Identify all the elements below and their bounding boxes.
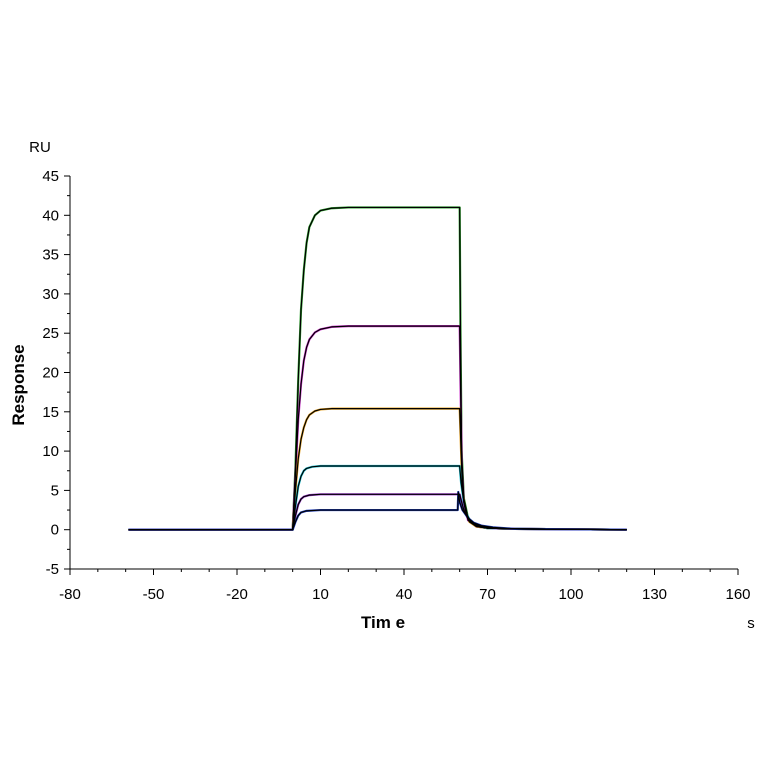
y-tick-label: 5 xyxy=(51,482,59,499)
y-tick-label: -5 xyxy=(46,561,59,578)
x-tick-label: 70 xyxy=(479,586,496,603)
y-unit-label: RU xyxy=(29,139,51,156)
y-tick-label: 35 xyxy=(42,247,59,264)
series-line-6 xyxy=(128,490,627,531)
y-tick-label: 10 xyxy=(42,443,59,460)
x-tick-label: 40 xyxy=(396,586,413,603)
x-tick-label: -20 xyxy=(226,586,248,603)
series-layer xyxy=(128,206,627,531)
fit-line-4 xyxy=(128,465,627,531)
axis-layer: -80 -50 -20 10 40 70 100 130 160-505101520253035… xyxy=(42,168,750,603)
x-axis-title: Tim e xyxy=(361,613,405,632)
series-line-5 xyxy=(128,493,627,531)
fit-line-6 xyxy=(128,491,627,531)
y-axis-title: Response xyxy=(9,344,28,425)
fit-line-1 xyxy=(128,206,627,531)
y-tick-label: 25 xyxy=(42,325,59,342)
x-tick-label: -80 xyxy=(59,586,81,603)
fit-line-2 xyxy=(128,325,627,531)
fit-line-3 xyxy=(128,408,627,531)
y-tick-label: 0 xyxy=(51,522,59,539)
x-tick-label: 130 xyxy=(642,586,667,603)
series-line-4 xyxy=(128,464,627,531)
y-tick-label: 20 xyxy=(42,365,59,382)
x-unit-label: s xyxy=(747,615,755,632)
y-tick-label: 30 xyxy=(42,286,59,303)
x-tick-label: 160 xyxy=(725,586,750,603)
x-tick-label: 10 xyxy=(312,586,329,603)
y-tick-label: 45 xyxy=(42,168,59,185)
x-tick-label: 100 xyxy=(558,586,583,603)
series-line-1 xyxy=(128,206,627,531)
series-line-2 xyxy=(128,325,627,531)
y-tick-label: 40 xyxy=(42,207,59,224)
x-tick-label: -50 xyxy=(143,586,165,603)
series-line-3 xyxy=(128,407,627,531)
y-tick-label: 15 xyxy=(42,404,59,421)
fit-line-5 xyxy=(128,493,627,531)
